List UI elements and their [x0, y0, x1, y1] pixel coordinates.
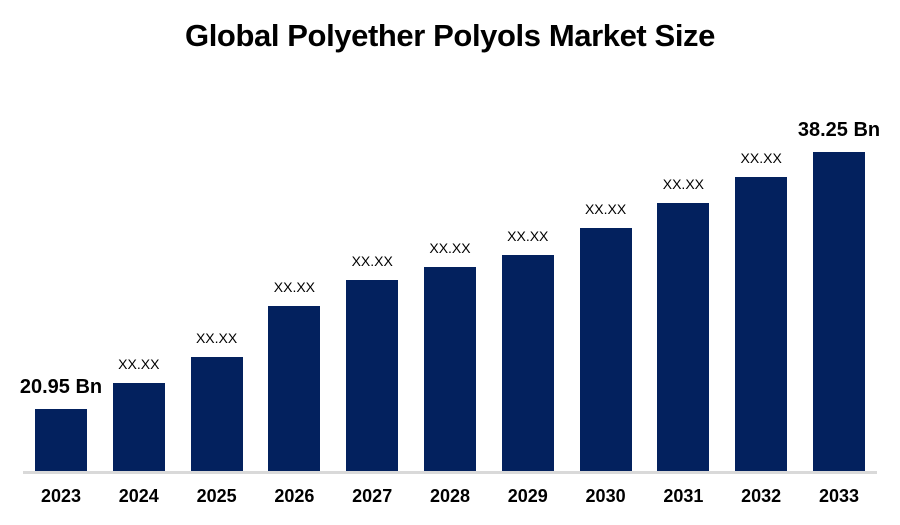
bar-value-label-2028: XX.XX: [429, 239, 471, 256]
chart-title: Global Polyether Polyols Market Size: [185, 18, 715, 53]
x-tick-2025: 2025: [196, 486, 237, 506]
bar-2029: [501, 255, 554, 473]
bar-2031: [657, 203, 710, 473]
bar-2028: [423, 267, 476, 473]
bar-column-2027: XX.XX: [346, 252, 399, 473]
bar-value-label-2025: XX.XX: [195, 329, 238, 346]
bar-2025: [190, 357, 243, 473]
bar-2026: [268, 306, 321, 473]
x-tick-2029: 2029: [507, 486, 548, 506]
bar-value-label-2023: 20.95 Bn: [19, 376, 103, 398]
bar-column-2030: XX.XX: [579, 200, 632, 473]
bar-column-2026: XX.XX: [268, 278, 321, 473]
bar-value-label-2027: XX.XX: [351, 252, 393, 269]
bar-column-2031: XX.XX: [657, 175, 710, 473]
x-axis-labels: 2023 2024 2025 2026 2027 2028 2029 2030 2031 2032…: [23, 486, 877, 507]
x-tick-2032: 2032: [741, 486, 782, 506]
x-tick-2033: 2033: [818, 486, 859, 506]
bar-2024: [112, 383, 165, 473]
bar-column-2023: 20.95 Bn: [20, 376, 102, 473]
bar-value-label-2024: XX.XX: [118, 355, 160, 372]
bar-column-2032: XX.XX: [735, 149, 788, 473]
bar-value-label-2026: XX.XX: [273, 278, 316, 295]
bar-value-label-2032: XX.XX: [740, 149, 782, 166]
x-axis-line: [23, 471, 877, 474]
bar-2023: [35, 409, 87, 473]
bar-column-2024: XX.XX: [112, 355, 165, 473]
bar-column-2033: 38.25 Bn: [798, 119, 880, 473]
x-tick-2024: 2024: [118, 486, 159, 506]
bar-value-label-2033: 38.25 Bn: [797, 119, 881, 141]
bar-column-2028: XX.XX: [423, 239, 476, 473]
x-tick-2031: 2031: [663, 486, 704, 506]
x-tick-2028: 2028: [429, 486, 470, 506]
bar-2032: [735, 177, 788, 473]
bar-2030: [579, 228, 632, 473]
bar-2027: [346, 280, 399, 473]
bar-2033: [812, 152, 865, 473]
bar-column-2025: XX.XX: [190, 329, 243, 473]
bar-value-label-2029: XX.XX: [507, 227, 549, 244]
x-tick-2026: 2026: [274, 486, 315, 506]
bar-value-label-2031: XX.XX: [662, 175, 704, 192]
x-tick-2030: 2030: [585, 486, 626, 506]
x-tick-2027: 2027: [352, 486, 393, 506]
x-tick-2023: 2023: [40, 486, 82, 506]
plot-area: 20.95 Bn XX.XX XX.XX XX.XX XX.XX XX.XX XX.XX XX…: [20, 108, 880, 473]
bar-value-label-2030: XX.XX: [584, 200, 627, 217]
bar-column-2029: XX.XX: [501, 227, 554, 473]
